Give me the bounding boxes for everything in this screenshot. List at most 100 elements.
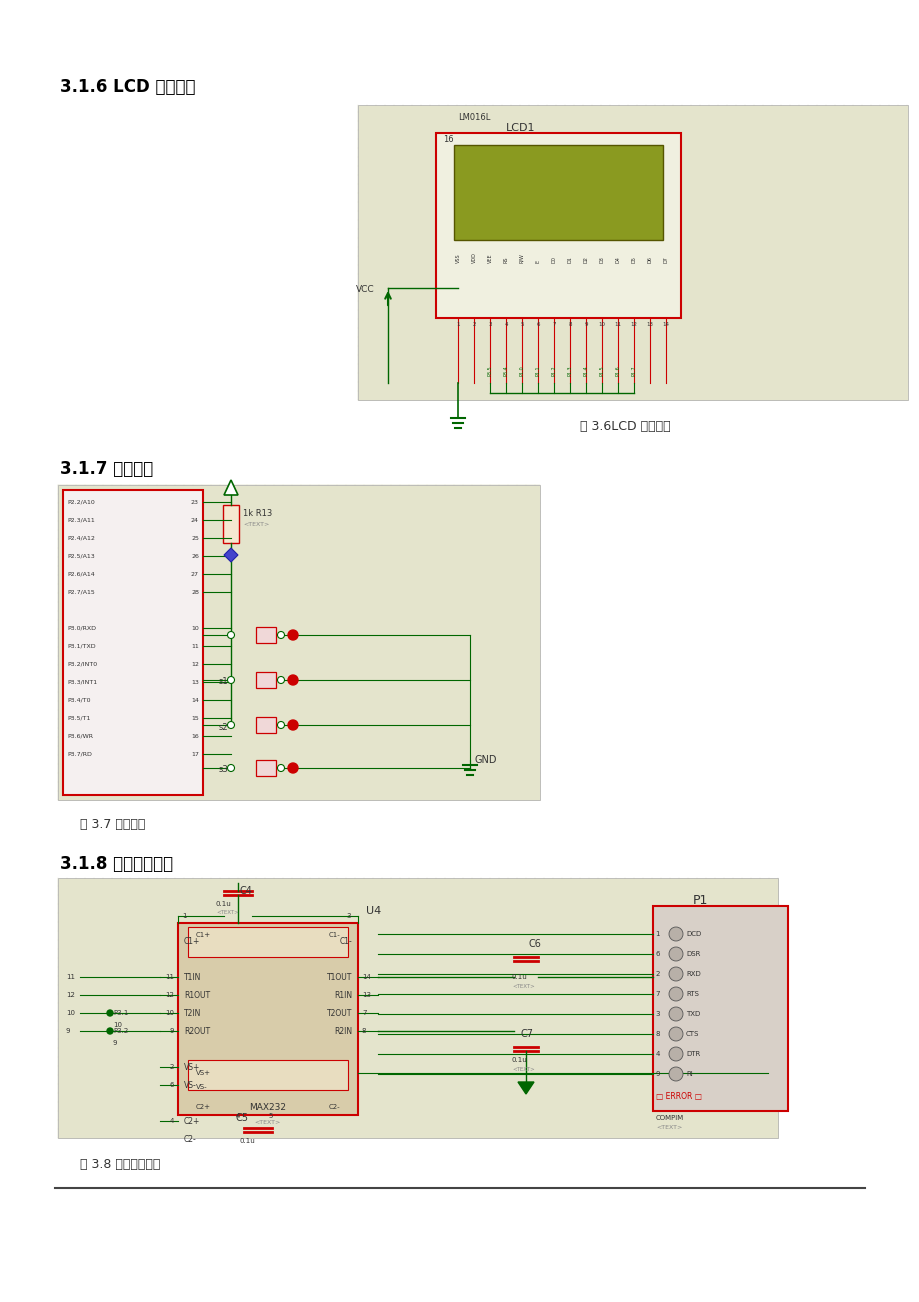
Text: VCC: VCC bbox=[356, 285, 374, 294]
Text: P3.2/INT0: P3.2/INT0 bbox=[67, 661, 97, 667]
Text: 8: 8 bbox=[654, 1031, 659, 1036]
Circle shape bbox=[668, 927, 682, 941]
Text: R1IN: R1IN bbox=[334, 991, 352, 1000]
Text: 2: 2 bbox=[471, 322, 475, 327]
Text: <TEXT>: <TEXT> bbox=[243, 522, 269, 527]
Bar bbox=[357, 105, 907, 400]
Text: 图 3.6LCD 模块电路: 图 3.6LCD 模块电路 bbox=[579, 421, 670, 434]
Text: 2: 2 bbox=[655, 971, 659, 976]
Text: 3.1.7 按键部分: 3.1.7 按键部分 bbox=[60, 460, 153, 478]
Text: CTS: CTS bbox=[686, 1031, 698, 1036]
Text: RXD: RXD bbox=[686, 971, 700, 976]
Text: C2+: C2+ bbox=[184, 1117, 200, 1125]
Text: 12: 12 bbox=[66, 992, 74, 999]
Bar bbox=[255, 717, 276, 733]
Text: 11: 11 bbox=[191, 643, 199, 648]
Text: R/W: R/W bbox=[519, 253, 524, 263]
Text: 13: 13 bbox=[361, 992, 370, 999]
Text: MAX232: MAX232 bbox=[249, 1103, 286, 1112]
Text: P3.0/RXD: P3.0/RXD bbox=[67, 625, 96, 630]
Text: C6: C6 bbox=[528, 939, 541, 949]
Circle shape bbox=[227, 631, 234, 638]
Text: C1+: C1+ bbox=[196, 932, 210, 937]
Circle shape bbox=[668, 967, 682, 980]
Text: P2.4/A12: P2.4/A12 bbox=[67, 535, 95, 540]
Text: RTS: RTS bbox=[686, 991, 698, 997]
Text: 3.1.6 LCD 显示模块: 3.1.6 LCD 显示模块 bbox=[60, 78, 196, 96]
Text: P1.5: P1.5 bbox=[599, 366, 604, 376]
Text: 11: 11 bbox=[165, 974, 174, 980]
Text: 17: 17 bbox=[191, 751, 199, 756]
Text: s1: s1 bbox=[219, 677, 229, 686]
Circle shape bbox=[288, 720, 298, 730]
Text: 15: 15 bbox=[191, 716, 199, 720]
Text: DTR: DTR bbox=[686, 1051, 699, 1057]
Text: VDD: VDD bbox=[471, 253, 476, 263]
Text: P1.2: P1.2 bbox=[550, 366, 556, 376]
Text: 1: 1 bbox=[654, 931, 659, 937]
Text: GND: GND bbox=[474, 755, 497, 766]
Text: P3.1: P3.1 bbox=[113, 1010, 129, 1016]
Text: P2.5/A13: P2.5/A13 bbox=[67, 553, 95, 559]
Text: 24: 24 bbox=[191, 517, 199, 522]
Text: VS+: VS+ bbox=[196, 1070, 210, 1075]
Text: P1.4: P1.4 bbox=[583, 366, 588, 376]
Text: P3.7/RD: P3.7/RD bbox=[67, 751, 92, 756]
Bar bbox=[453, 145, 663, 240]
Text: P2.3/A11: P2.3/A11 bbox=[67, 517, 95, 522]
Text: <TEXT>: <TEXT> bbox=[255, 1120, 281, 1125]
Circle shape bbox=[227, 677, 234, 684]
Circle shape bbox=[668, 947, 682, 961]
Text: 13: 13 bbox=[191, 680, 199, 685]
Text: 5: 5 bbox=[519, 322, 523, 327]
Text: C1-: C1- bbox=[328, 932, 340, 937]
Bar bbox=[58, 486, 539, 799]
Circle shape bbox=[288, 630, 298, 641]
Text: 7: 7 bbox=[551, 322, 555, 327]
Text: RI: RI bbox=[686, 1072, 692, 1077]
Text: C2+: C2+ bbox=[196, 1104, 210, 1111]
Text: 图 3.7 按键电路: 图 3.7 按键电路 bbox=[80, 818, 145, 831]
Text: 10: 10 bbox=[598, 322, 605, 327]
Text: P1.7: P1.7 bbox=[630, 366, 636, 376]
Text: 4: 4 bbox=[169, 1118, 174, 1124]
Text: P2.2/A10: P2.2/A10 bbox=[67, 500, 95, 504]
Text: 16: 16 bbox=[443, 135, 453, 145]
Text: D2: D2 bbox=[583, 256, 588, 263]
Text: 11: 11 bbox=[614, 322, 621, 327]
Text: D3: D3 bbox=[599, 256, 604, 263]
Circle shape bbox=[668, 1006, 682, 1021]
Text: 1k R13: 1k R13 bbox=[243, 509, 272, 517]
Text: 4: 4 bbox=[655, 1051, 659, 1057]
Text: 9: 9 bbox=[169, 1029, 174, 1034]
Text: 1: 1 bbox=[182, 913, 187, 919]
Text: P1.1: P1.1 bbox=[535, 366, 540, 376]
Circle shape bbox=[278, 631, 284, 638]
Circle shape bbox=[668, 1068, 682, 1081]
Text: <TEXT>: <TEXT> bbox=[655, 1125, 682, 1130]
Circle shape bbox=[278, 721, 284, 729]
Text: 25: 25 bbox=[191, 535, 199, 540]
Text: 9: 9 bbox=[584, 322, 587, 327]
Circle shape bbox=[227, 721, 234, 729]
Text: P3.5: P3.5 bbox=[487, 366, 492, 376]
Text: LCD1: LCD1 bbox=[505, 122, 535, 133]
Text: P3.6/WR: P3.6/WR bbox=[67, 733, 93, 738]
Circle shape bbox=[668, 1027, 682, 1042]
Text: P3.4: P3.4 bbox=[503, 366, 508, 376]
Text: 14: 14 bbox=[662, 322, 669, 327]
Text: 14: 14 bbox=[361, 974, 370, 980]
Text: 11: 11 bbox=[66, 974, 75, 980]
Bar bbox=[187, 1060, 347, 1090]
Polygon shape bbox=[223, 548, 238, 562]
Text: 0.1u: 0.1u bbox=[240, 1138, 255, 1144]
Text: s2: s2 bbox=[219, 723, 229, 732]
Text: 16: 16 bbox=[191, 733, 199, 738]
Text: 9: 9 bbox=[654, 1072, 659, 1077]
Circle shape bbox=[668, 1047, 682, 1061]
Text: 10: 10 bbox=[165, 1010, 174, 1016]
Text: T2IN: T2IN bbox=[184, 1009, 201, 1017]
Text: 27: 27 bbox=[191, 572, 199, 577]
Text: C5: C5 bbox=[236, 1113, 249, 1124]
Text: R2IN: R2IN bbox=[334, 1026, 352, 1035]
